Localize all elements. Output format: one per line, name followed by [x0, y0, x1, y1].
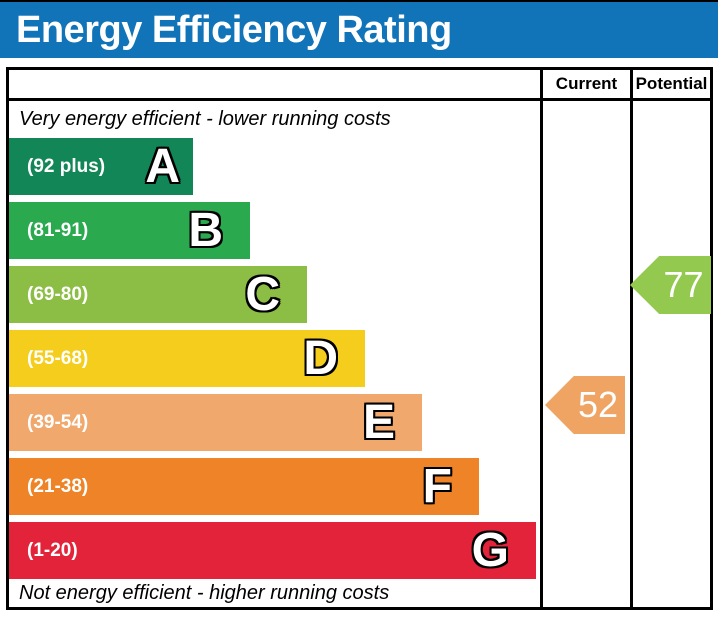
- current-rating-arrow: 52: [545, 376, 625, 434]
- band-c: (69-80) C: [9, 266, 307, 323]
- band-f: (21-38) F: [9, 458, 479, 515]
- bottom-note: Not energy efficient - higher running co…: [19, 582, 390, 604]
- potential-column-divider: [630, 70, 633, 607]
- current-column-divider: [540, 70, 543, 607]
- band-g: (1-20) G: [9, 522, 536, 579]
- band-b: (81-91) B: [9, 202, 250, 259]
- top-border-line: [0, 0, 718, 2]
- band-range-label: (21-38): [27, 475, 89, 497]
- band-range-label: (92 plus): [27, 155, 106, 177]
- rating-table: Current Potential Very energy efficient …: [6, 67, 713, 610]
- band-a: (92 plus) A: [9, 138, 193, 195]
- potential-rating-arrow: 77: [630, 256, 711, 314]
- potential-rating-value: 77: [663, 264, 704, 305]
- band-range-label: (69-80): [27, 283, 89, 305]
- band-e: (39-54) E: [9, 394, 422, 451]
- band-letter: B: [188, 204, 223, 257]
- band-range-label: (39-54): [27, 411, 89, 433]
- band-letter: D: [303, 332, 338, 385]
- band-range-label: (1-20): [27, 539, 78, 561]
- band-letter: F: [422, 460, 452, 513]
- band-letter: C: [245, 268, 280, 321]
- band-range-label: (81-91): [27, 219, 89, 241]
- current-column-header: Current: [555, 74, 618, 93]
- current-rating-value: 52: [577, 384, 619, 425]
- band-letter: E: [362, 396, 395, 449]
- band-letter: A: [145, 140, 180, 193]
- band-letter: G: [471, 524, 509, 577]
- header-row-divider: [9, 98, 710, 101]
- band-d: (55-68) D: [9, 330, 365, 387]
- band-range-label: (55-68): [27, 347, 89, 369]
- potential-column-header: Potential: [635, 74, 708, 93]
- top-note: Very energy efficient - lower running co…: [19, 108, 391, 130]
- page-title: Energy Efficiency Rating: [16, 8, 452, 51]
- title-banner: Energy Efficiency Rating: [0, 2, 718, 58]
